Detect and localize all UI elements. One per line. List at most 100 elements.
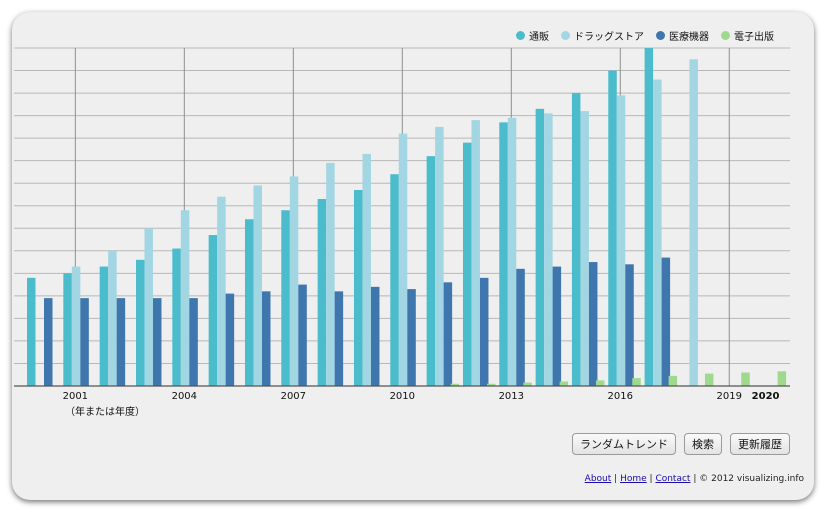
bar [135,259,145,386]
x-tick-label: 2001 [63,391,88,402]
controls: ランダムトレンド 検索 更新履歴 [572,433,790,455]
bar [571,93,581,387]
bar [479,277,489,386]
bar [289,176,299,386]
bar [217,196,226,386]
bar [80,298,89,386]
bar [507,117,517,386]
bar [595,380,605,386]
bar [189,298,198,386]
chart-canvas: 2001 2004 2007 2010 2013 2016 2019 2020 （年または年度） [14,47,790,418]
search-button[interactable]: 検索 [684,433,722,455]
bar [741,372,750,386]
bar [108,250,117,386]
x-tick-label: 2019 [717,391,742,402]
bar [398,133,408,386]
bar [625,264,634,386]
legend-label: 電子出版 [734,32,774,43]
bar [523,382,532,386]
bar [44,298,53,386]
bar [559,381,569,386]
bar [172,248,181,386]
bar [99,266,109,386]
legend-item[interactable]: 通販 [516,28,549,43]
random-trend-button[interactable]: ランダムトレンド [572,433,676,455]
series-1 [71,59,698,387]
bar [281,210,290,386]
bar [334,291,344,386]
bar [362,153,371,386]
bar [704,373,714,386]
x-tick-label: 2016 [608,391,633,402]
bar [71,266,81,386]
footer-separator: | [693,474,697,484]
legend-swatch [561,31,570,40]
bar [462,142,472,386]
bar [407,289,416,386]
bar [144,228,153,386]
history-button[interactable]: 更新履歴 [730,433,790,455]
legend-swatch [721,31,730,40]
bar [116,298,126,386]
bar [152,298,162,386]
x-tick-label: 2013 [499,391,524,402]
bar [253,185,262,386]
bar [552,266,562,386]
bar [471,120,480,387]
legend-swatch [516,31,525,40]
chart-panel: 2001 2004 2007 2010 2013 2016 2019 2020 （年または年度）… [12,12,814,500]
bar [390,174,399,386]
footer-separator: | [614,474,618,484]
legend-label: 通販 [529,32,549,43]
bar [616,95,626,386]
bar [486,383,496,386]
bar [426,156,436,386]
bar [326,162,335,386]
x-tick-label: 2010 [390,391,415,402]
bar [608,70,617,387]
x-tick-label: 2004 [172,391,197,402]
legend: 通販 ドラッグストア 医療機器 電子出版 [516,28,774,43]
series-3 [450,371,787,386]
bar [450,383,460,386]
bar [208,235,218,386]
footer: About | Home | Contact | © 2012 visualiz… [585,474,804,484]
x-tick-label: 2020 [752,391,780,402]
bar [516,268,525,386]
bar [632,378,641,386]
bar [435,126,444,386]
contact-link[interactable]: Contact [655,474,691,484]
bar [580,111,589,387]
bar [588,262,598,386]
bar [27,277,36,386]
bar [353,189,363,386]
bar [63,273,72,386]
bar [661,257,671,386]
series-0 [27,48,654,387]
bar [317,198,327,386]
footer-separator: | [649,474,653,484]
home-link[interactable]: Home [620,474,647,484]
legend-item[interactable]: ドラッグストア [561,28,644,43]
bar [689,59,698,387]
x-axis-note: （年または年度） [65,405,145,418]
bar [777,371,787,386]
legend-swatch [656,31,665,40]
bar [499,122,508,387]
copyright-text: © 2012 visualizing.info [699,474,804,484]
bar [370,286,380,386]
bar [644,48,654,386]
bar [298,284,307,386]
legend-label: 医療機器 [669,32,709,43]
x-tick-label: 2007 [281,391,306,402]
legend-label: ドラッグストア [574,32,644,43]
bar [544,113,553,386]
about-link[interactable]: About [584,474,612,484]
series-2 [44,257,671,386]
legend-item[interactable]: 電子出版 [721,28,774,43]
bar [244,219,254,386]
legend-item[interactable]: 医療機器 [656,28,709,43]
bar [261,291,271,386]
bar [225,293,235,386]
bar [668,375,678,386]
